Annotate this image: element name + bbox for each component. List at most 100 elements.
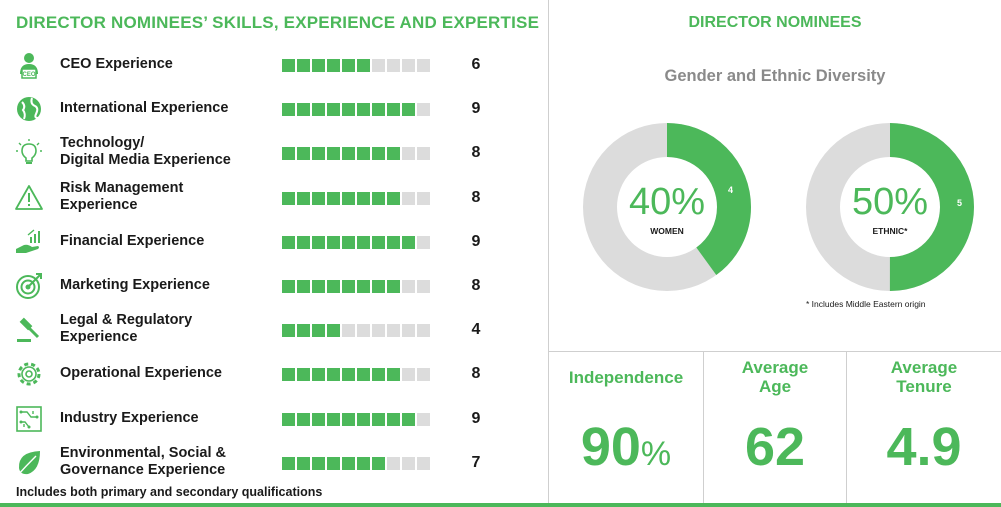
rating-segment-filled bbox=[357, 235, 370, 249]
percent-sign: % bbox=[640, 435, 672, 473]
donut-percent: 40% bbox=[628, 181, 706, 223]
donut-count: 5 bbox=[957, 198, 963, 208]
rating-segment-filled bbox=[327, 191, 340, 205]
rating-segment-filled bbox=[327, 147, 340, 161]
rating-segment-filled bbox=[357, 456, 370, 470]
bottom-accent-line bbox=[0, 503, 1001, 507]
rating-segment-filled bbox=[342, 368, 355, 382]
skill-rating-bar bbox=[282, 280, 430, 293]
donut-label: WOMEN bbox=[650, 226, 684, 236]
skill-label: Environmental, Social & Governance Exper… bbox=[60, 444, 226, 478]
rating-segment-empty bbox=[417, 235, 430, 249]
vertical-divider bbox=[548, 0, 549, 507]
skills-title: DIRECTOR NOMINEES’ SKILLS, EXPERIENCE AN… bbox=[16, 13, 540, 32]
rating-segment-empty bbox=[417, 280, 430, 293]
skill-label: Legal & Regulatory Experience bbox=[60, 312, 193, 346]
skill-count: 9 bbox=[471, 100, 481, 118]
rating-segment-filled bbox=[357, 103, 370, 117]
rating-segment-empty bbox=[402, 59, 415, 72]
skill-row: Industry Experience 9 bbox=[0, 398, 548, 442]
rating-segment-empty bbox=[402, 368, 415, 382]
rating-segment-empty bbox=[417, 147, 430, 161]
skill-row: CEO CEO Experience 6 bbox=[0, 44, 548, 88]
rating-segment-filled bbox=[312, 324, 325, 338]
skill-row: Legal & Regulatory Experience 4 bbox=[0, 309, 548, 353]
rating-segment-filled bbox=[282, 235, 295, 249]
rating-segment-filled bbox=[327, 368, 340, 382]
donut-label: ETHNIC* bbox=[872, 226, 908, 236]
rating-segment-empty bbox=[417, 368, 430, 382]
rating-segment-empty bbox=[417, 412, 430, 426]
skill-label: Operational Experience bbox=[60, 365, 222, 382]
rating-segment-filled bbox=[372, 235, 385, 249]
rating-segment-filled bbox=[297, 59, 310, 72]
donut-ring bbox=[583, 123, 751, 291]
independence-label: Independence bbox=[568, 368, 684, 387]
rating-segment-filled bbox=[327, 235, 340, 249]
rating-segment-filled bbox=[297, 456, 310, 470]
skill-rating-bar bbox=[282, 235, 430, 249]
rating-segment-filled bbox=[327, 412, 340, 426]
rating-segment-filled bbox=[327, 59, 340, 72]
rating-segment-filled bbox=[342, 103, 355, 117]
rating-segment-filled bbox=[387, 412, 400, 426]
skill-row: International Experience 9 bbox=[0, 88, 548, 132]
rating-segment-filled bbox=[327, 456, 340, 470]
rating-segment-filled bbox=[312, 368, 325, 382]
rating-segment-filled bbox=[387, 280, 400, 293]
skills-panel: DIRECTOR NOMINEES’ SKILLS, EXPERIENCE AN… bbox=[0, 13, 548, 499]
skill-label: International Experience bbox=[60, 100, 229, 117]
skill-count: 8 bbox=[471, 188, 481, 206]
skill-count: 9 bbox=[471, 232, 481, 250]
skill-row: Operational Experience 8 bbox=[0, 353, 548, 397]
rating-segment-filled bbox=[282, 280, 295, 293]
skill-rating-bar bbox=[282, 59, 430, 72]
diversity-subtitle: Gender and Ethnic Diversity bbox=[664, 67, 886, 85]
independence-number: 90 bbox=[580, 417, 641, 477]
rating-segment-empty bbox=[402, 324, 415, 338]
rating-segment-filled bbox=[402, 412, 415, 426]
rating-segment-filled bbox=[357, 280, 370, 293]
rating-segment-filled bbox=[342, 235, 355, 249]
rating-segment-filled bbox=[312, 147, 325, 161]
ethnic-donut: 50% ETHNIC* 5 bbox=[806, 123, 974, 291]
women-donut: 40% WOMEN 4 bbox=[583, 123, 751, 291]
skills-footnote: Includes both primary and secondary qual… bbox=[16, 485, 323, 499]
rating-segment-filled bbox=[402, 103, 415, 117]
rating-segment-filled bbox=[387, 368, 400, 382]
rating-segment-filled bbox=[297, 280, 310, 293]
skill-count: 6 bbox=[471, 56, 481, 73]
rating-segment-filled bbox=[342, 59, 355, 72]
skill-count: 8 bbox=[471, 365, 481, 383]
nominees-title: DIRECTOR NOMINEES bbox=[688, 14, 862, 31]
svg-text:CEO: CEO bbox=[22, 72, 35, 78]
rating-segment-filled bbox=[357, 147, 370, 161]
skill-row: Risk Management Experience 8 bbox=[0, 177, 548, 221]
rating-segment-empty bbox=[402, 147, 415, 161]
gear-icon bbox=[14, 359, 44, 389]
rating-segment-empty bbox=[402, 456, 415, 470]
rating-segment-filled bbox=[312, 191, 325, 205]
rating-segment-filled bbox=[282, 412, 295, 426]
rating-segment-filled bbox=[387, 103, 400, 117]
ethnic-footnote: * Includes Middle Eastern origin bbox=[806, 299, 926, 309]
rating-segment-filled bbox=[297, 412, 310, 426]
rating-segment-filled bbox=[312, 412, 325, 426]
rating-segment-empty bbox=[417, 59, 430, 72]
skill-rating-bar bbox=[282, 191, 430, 205]
rating-segment-filled bbox=[372, 368, 385, 382]
rating-segment-filled bbox=[282, 147, 295, 161]
rating-segment-filled bbox=[297, 324, 310, 338]
skill-label: Marketing Experience bbox=[60, 277, 210, 293]
skill-row: Environmental, Social & Governance Exper… bbox=[0, 442, 548, 486]
donut-count: 4 bbox=[728, 185, 734, 195]
ceo-person-icon: CEO bbox=[14, 50, 44, 80]
rating-segment-filled bbox=[372, 147, 385, 161]
rating-segment-filled bbox=[357, 59, 370, 72]
average-age-value: 62 bbox=[744, 417, 806, 477]
rating-segment-filled bbox=[342, 191, 355, 205]
skill-count: 8 bbox=[471, 144, 481, 162]
skill-rating-bar bbox=[282, 103, 430, 117]
donut-ring bbox=[806, 123, 974, 291]
rating-segment-filled bbox=[282, 59, 295, 72]
